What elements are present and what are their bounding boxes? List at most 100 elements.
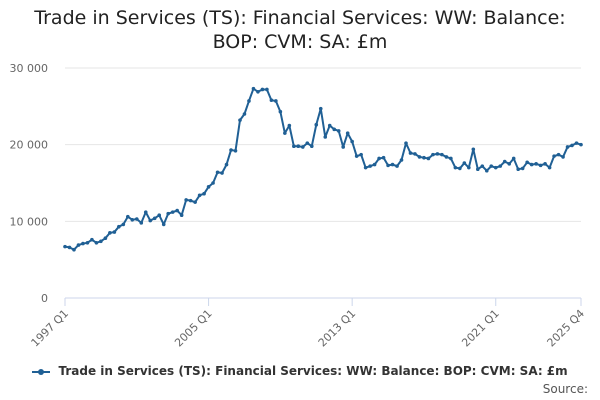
legend[interactable]: Trade in Services (TS): Financial Servic… — [0, 364, 600, 378]
data-point — [265, 87, 269, 92]
data-point — [72, 247, 76, 252]
data-point — [274, 99, 278, 103]
data-point — [112, 230, 117, 234]
data-point — [381, 155, 386, 160]
data-point — [404, 141, 408, 145]
data-point — [251, 86, 256, 91]
data-point — [323, 135, 328, 139]
data-point — [440, 152, 444, 157]
data-point — [529, 162, 534, 167]
y-tick-label: 10 000 — [10, 215, 49, 228]
data-point — [76, 243, 81, 247]
data-point — [350, 139, 354, 144]
data-point — [143, 210, 148, 214]
x-tick-label: 2005 Q1 — [172, 307, 215, 350]
data-point — [202, 191, 206, 196]
data-point — [417, 155, 422, 159]
data-point — [372, 162, 377, 167]
data-point — [449, 156, 453, 161]
data-point — [516, 167, 520, 171]
chart-title-line-2: BOP: CVM: SA: £m — [212, 31, 388, 53]
data-point — [215, 170, 220, 175]
data-point — [166, 211, 170, 216]
data-point — [224, 162, 229, 167]
data-point — [134, 217, 139, 221]
data-point — [493, 165, 498, 170]
data-point — [103, 236, 108, 240]
data-point — [242, 112, 247, 116]
data-point — [426, 156, 431, 161]
data-point — [197, 193, 202, 198]
data-point — [121, 222, 126, 227]
data-point — [269, 98, 274, 102]
data-point — [211, 181, 215, 185]
data-point — [314, 122, 319, 127]
data-point — [579, 142, 583, 147]
data-point — [525, 160, 529, 165]
data-point — [386, 163, 390, 168]
data-point — [175, 208, 179, 213]
data-point — [547, 165, 552, 170]
data-point — [318, 106, 323, 111]
legend-label: Trade in Services (TS): Financial Servic… — [58, 364, 568, 378]
data-point — [157, 213, 162, 217]
chart-title-line-1: Trade in Services (TS): Financial Servic… — [34, 7, 566, 29]
data-point — [238, 118, 242, 122]
data-point — [117, 224, 121, 229]
data-point — [94, 241, 99, 245]
data-point — [309, 144, 314, 148]
data-point — [63, 244, 67, 249]
data-point — [233, 149, 238, 153]
data-point — [462, 161, 467, 165]
data-point — [332, 127, 337, 132]
data-point — [179, 213, 184, 217]
data-point — [574, 141, 579, 145]
data-point — [368, 164, 372, 168]
data-point — [152, 216, 157, 221]
y-tick-label: 20 000 — [10, 139, 49, 152]
data-point — [292, 144, 296, 148]
data-point — [287, 123, 292, 128]
data-point — [507, 162, 512, 166]
data-point — [453, 165, 458, 170]
data-point — [476, 167, 480, 171]
data-point — [538, 163, 543, 168]
data-point — [90, 237, 94, 242]
data-point — [301, 145, 305, 149]
data-point — [345, 131, 350, 135]
data-point — [336, 129, 341, 133]
data-point — [296, 144, 301, 148]
data-point — [206, 185, 211, 189]
y-tick-label: 30 000 — [10, 62, 49, 75]
data-point — [390, 162, 395, 167]
data-point — [561, 155, 565, 159]
data-point — [534, 162, 538, 166]
data-point — [260, 87, 265, 92]
data-point — [184, 198, 188, 202]
data-point — [148, 218, 153, 223]
data-point — [377, 156, 381, 161]
data-point — [305, 141, 310, 145]
data-point — [85, 241, 90, 245]
data-point — [431, 152, 435, 157]
chart-title: Trade in Services (TS): Financial Servic… — [0, 6, 600, 54]
data-point — [552, 154, 556, 158]
data-point — [395, 164, 399, 168]
x-tick-label: 2021 Q1 — [459, 307, 502, 350]
data-point — [67, 245, 72, 250]
data-point — [484, 168, 489, 173]
data-point — [570, 143, 574, 148]
data-point — [341, 145, 345, 149]
data-point — [229, 148, 233, 152]
data-point — [520, 166, 525, 171]
data-point — [278, 109, 283, 114]
data-point — [220, 171, 224, 175]
data-point — [99, 239, 103, 244]
data-point — [471, 147, 476, 152]
data-point — [502, 159, 507, 164]
data-point — [139, 221, 144, 225]
data-point — [413, 152, 417, 156]
data-point — [170, 210, 175, 214]
data-point — [81, 241, 85, 246]
data-point — [565, 145, 570, 149]
